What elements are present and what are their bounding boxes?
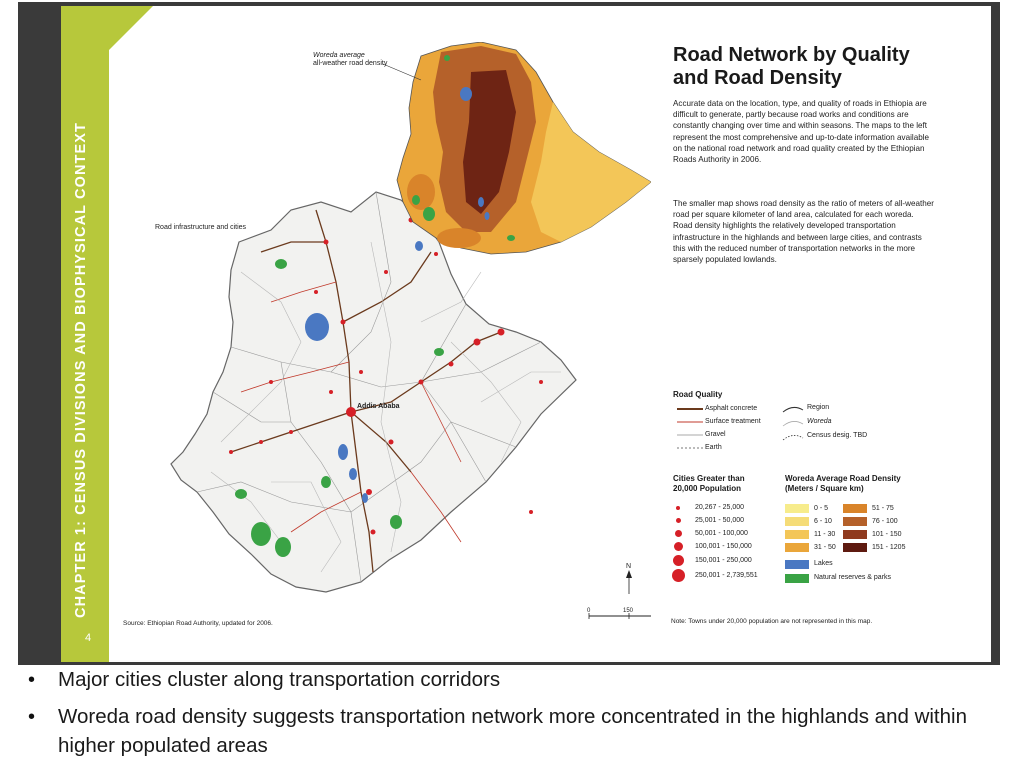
boundary-census: Census desig. TBD (807, 432, 868, 439)
chapter-title-wrap: CHAPTER 1: CENSUS DIVISIONS AND BIOPHYSI… (73, 58, 97, 618)
bullet-1: Major cities cluster along transportatio… (58, 668, 501, 691)
page-title: Road Network by Quality and Road Density (673, 44, 973, 90)
density-label-7: 101 - 150 (872, 531, 902, 538)
main-map-cities (229, 217, 543, 535)
main-map-gravel-roads (210, 241, 561, 573)
road-gravel: Gravel (705, 431, 726, 438)
lakes-swatch (785, 560, 809, 569)
inset-map-label: Woreda average all-weather road density (313, 52, 387, 68)
density-title-line1: Woreda Average Road Density (785, 474, 901, 483)
chapter-title: CHAPTER 1: CENSUS DIVISIONS AND BIOPHYSI… (73, 122, 89, 618)
road-asphalt: Asphalt concrete (705, 405, 758, 412)
density-swatch-3 (785, 530, 809, 539)
density-label-8: 151 - 1205 (872, 544, 906, 551)
inset-south (407, 174, 481, 248)
density-swatch-1 (785, 504, 809, 513)
paragraph-1: Accurate data on the location, type, and… (673, 99, 929, 165)
main-map-label: Road infrastructure and cities (155, 224, 247, 231)
capital-label: Addis Ababa (357, 403, 400, 410)
inset-lakes (460, 87, 490, 220)
source-note: Source: Ethiopian Road Authority, update… (123, 620, 273, 627)
bullet-2: Woreda road density suggests transportat… (58, 705, 967, 757)
main-map-parks (235, 259, 444, 557)
city-dot-2 (675, 518, 681, 523)
paragraph-2: The smaller map shows road density as th… (673, 199, 934, 265)
towns-note: Note: Towns under 20,000 population are … (671, 618, 873, 625)
density-swatch-7 (843, 530, 867, 539)
scale-bar (588, 613, 651, 619)
inset-leader-line (382, 63, 422, 81)
inset-map (382, 42, 651, 255)
bullet-1-marker: • (28, 669, 36, 691)
density-swatch-8 (843, 543, 867, 552)
inset-parks (412, 55, 515, 241)
parks-swatch (785, 574, 809, 583)
density-label-6: 76 - 100 (872, 518, 898, 525)
slide-frame: CHAPTER 1: CENSUS DIVISIONS AND BIOPHYSI… (18, 2, 1000, 665)
inset-label-line1: Woreda average (313, 52, 365, 59)
scale-tick-150: 150 (623, 608, 634, 614)
road-earth: Earth (705, 444, 722, 451)
inset-lowlands (531, 102, 651, 242)
road-quality-symbols (677, 406, 804, 449)
city-dot-1 (676, 506, 680, 510)
north-arrow (626, 570, 632, 594)
page-number: 4 (85, 632, 92, 644)
city-class-4: 100,001 - 150,000 (695, 543, 752, 550)
inset-label-line2: all-weather road density (313, 60, 388, 67)
density-label-2: 6 - 10 (814, 518, 832, 525)
density-title: Woreda Average Road Density (Meters / Sq… (785, 474, 901, 494)
density-swatch-4 (785, 543, 809, 552)
density-label-1: 0 - 5 (814, 505, 829, 512)
parks-label: Natural reserves & parks (814, 574, 892, 581)
north-label: N (626, 563, 631, 570)
density-swatch-5 (843, 504, 867, 513)
density-label-5: 51 - 75 (872, 505, 894, 512)
road-surface: Surface treatment (705, 418, 761, 425)
density-label-4: 31 - 50 (814, 544, 836, 551)
cities-title: Cities Greater than 20,000 Population (673, 474, 745, 494)
chapter-band (61, 6, 109, 662)
boundary-region: Region (807, 404, 830, 411)
lakes-label: Lakes (814, 560, 833, 567)
main-map-region-lines (196, 191, 542, 583)
city-class-3: 50,001 - 100,000 (695, 530, 748, 537)
scale-tick-0: 0 (587, 608, 591, 614)
density-swatch-2 (785, 517, 809, 526)
city-dot-4 (674, 542, 683, 551)
title-line2: and Road Density (673, 67, 842, 89)
main-map-lakes (305, 241, 423, 503)
density-swatch-6 (843, 517, 867, 526)
cities-title-line2: 20,000 Population (673, 484, 742, 493)
title-line1: Road Network by Quality (673, 44, 910, 66)
city-class-1: 20,267 - 25,000 (695, 504, 745, 511)
city-dot-3 (675, 530, 682, 537)
boundary-woreda: Woreda (807, 418, 832, 425)
density-title-line2: (Meters / Square km) (785, 484, 864, 493)
city-class-2: 25,001 - 50,000 (695, 517, 745, 524)
city-class-6: 250,001 - 2,739,551 (695, 572, 758, 579)
maps-svg: Addis Ababa (170, 42, 651, 619)
city-dot-6 (672, 569, 685, 582)
main-map-asphalt-roads (230, 209, 502, 573)
bullet-2-marker: • (28, 706, 36, 728)
inset-core (463, 70, 516, 214)
chapter-band-fold (109, 6, 153, 50)
cities-title-line1: Cities Greater than (673, 474, 745, 483)
density-label-3: 11 - 30 (814, 531, 836, 538)
main-map-surface-roads (240, 281, 462, 543)
atlas-page: CHAPTER 1: CENSUS DIVISIONS AND BIOPHYSI… (61, 6, 991, 662)
city-class-5: 150,001 - 250,000 (695, 557, 752, 564)
city-dot-5 (673, 555, 684, 566)
road-quality-title: Road Quality (673, 390, 723, 399)
